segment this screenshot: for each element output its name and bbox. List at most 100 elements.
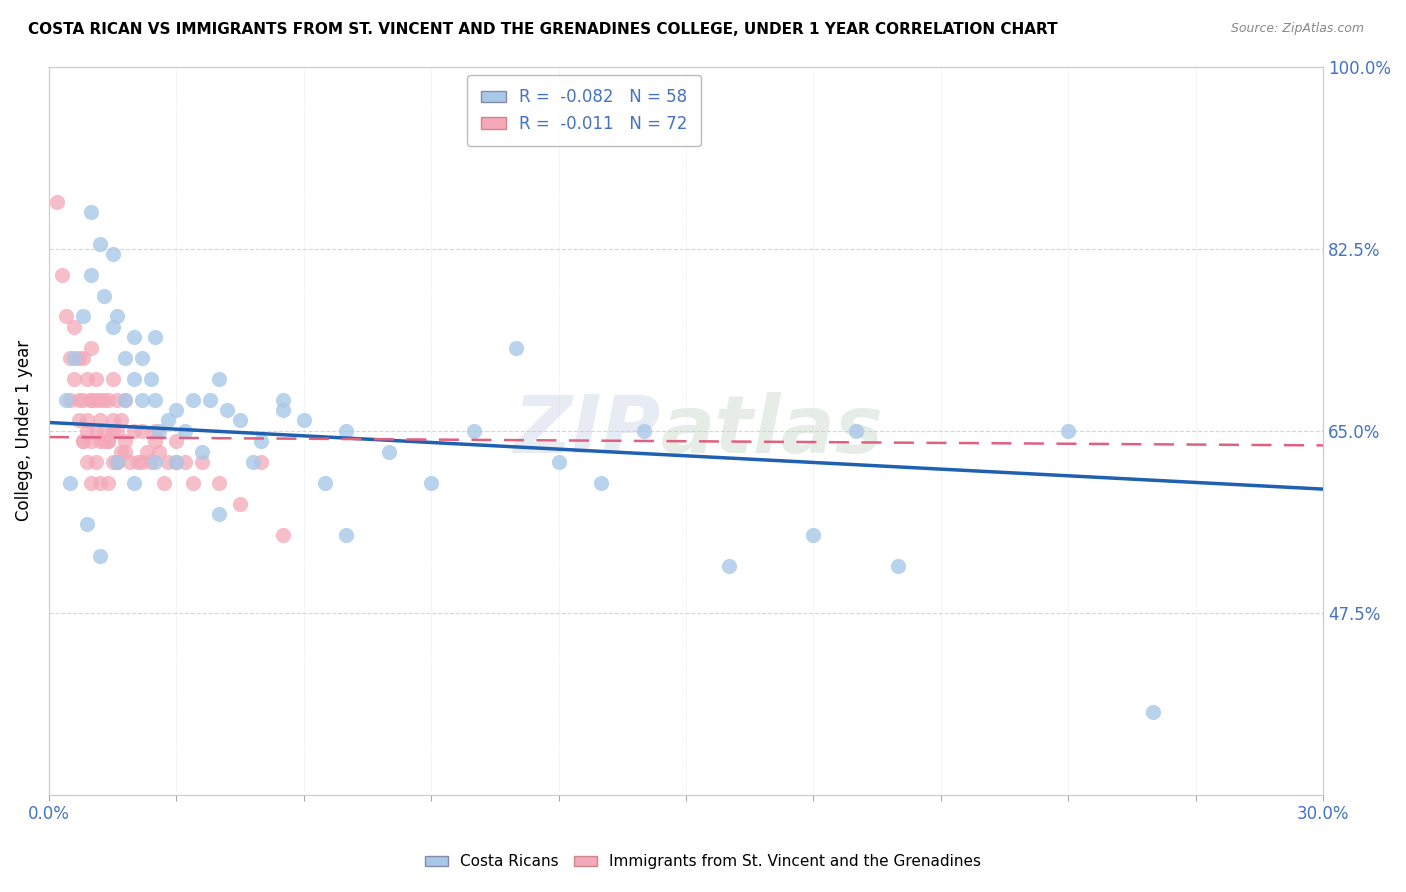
Point	[84, 372, 107, 386]
Point	[101, 455, 124, 469]
Point	[208, 475, 231, 490]
Point	[114, 392, 136, 407]
Point	[55, 392, 77, 407]
Point	[89, 236, 111, 251]
Point	[101, 372, 124, 386]
Point	[89, 434, 111, 449]
Legend: R =  -0.082   N = 58, R =  -0.011   N = 72: R = -0.082 N = 58, R = -0.011 N = 72	[467, 75, 700, 146]
Legend: Costa Ricans, Immigrants from St. Vincent and the Grenadines: Costa Ricans, Immigrants from St. Vincen…	[419, 848, 987, 875]
Point	[101, 413, 124, 427]
Point	[97, 392, 120, 407]
Point	[114, 444, 136, 458]
Point	[845, 424, 868, 438]
Point	[80, 392, 103, 407]
Point	[122, 372, 145, 386]
Point	[887, 559, 910, 574]
Point	[127, 455, 149, 469]
Point	[93, 288, 115, 302]
Point	[131, 424, 153, 438]
Point	[633, 424, 655, 438]
Point	[156, 413, 179, 427]
Point	[271, 528, 294, 542]
Point	[59, 392, 82, 407]
Point	[135, 444, 157, 458]
Point	[292, 413, 315, 427]
Point	[101, 247, 124, 261]
Point	[59, 475, 82, 490]
Point	[148, 424, 170, 438]
Point	[46, 194, 69, 209]
Point	[72, 434, 94, 449]
Point	[114, 351, 136, 365]
Point	[105, 455, 128, 469]
Text: atlas: atlas	[661, 392, 883, 470]
Point	[89, 413, 111, 427]
Point	[165, 434, 187, 449]
Point	[72, 351, 94, 365]
Point	[250, 455, 273, 469]
Point	[143, 434, 166, 449]
Point	[131, 455, 153, 469]
Point	[110, 413, 132, 427]
Point	[67, 351, 90, 365]
Point	[80, 268, 103, 282]
Point	[143, 392, 166, 407]
Point	[80, 475, 103, 490]
Point	[101, 319, 124, 334]
Point	[84, 455, 107, 469]
Point	[76, 455, 98, 469]
Point	[173, 424, 195, 438]
Point	[76, 372, 98, 386]
Point	[80, 341, 103, 355]
Point	[250, 434, 273, 449]
Point	[335, 424, 357, 438]
Point	[72, 392, 94, 407]
Point	[200, 392, 222, 407]
Point	[271, 403, 294, 417]
Text: ZIP: ZIP	[513, 392, 661, 470]
Point	[80, 205, 103, 219]
Point	[51, 268, 73, 282]
Point	[110, 444, 132, 458]
Point	[101, 424, 124, 438]
Point	[80, 392, 103, 407]
Text: COSTA RICAN VS IMMIGRANTS FROM ST. VINCENT AND THE GRENADINES COLLEGE, UNDER 1 Y: COSTA RICAN VS IMMIGRANTS FROM ST. VINCE…	[28, 22, 1057, 37]
Point	[84, 424, 107, 438]
Point	[143, 455, 166, 469]
Point	[217, 403, 239, 417]
Point	[229, 497, 252, 511]
Point	[76, 517, 98, 532]
Point	[229, 413, 252, 427]
Point	[105, 455, 128, 469]
Point	[271, 392, 294, 407]
Point	[76, 424, 98, 438]
Point	[93, 392, 115, 407]
Point	[165, 455, 187, 469]
Point	[463, 424, 485, 438]
Point	[80, 434, 103, 449]
Point	[89, 549, 111, 563]
Point	[89, 475, 111, 490]
Point	[105, 392, 128, 407]
Point	[59, 351, 82, 365]
Point	[1142, 705, 1164, 719]
Point	[165, 403, 187, 417]
Point	[208, 372, 231, 386]
Point	[547, 455, 569, 469]
Point	[89, 392, 111, 407]
Point	[139, 372, 162, 386]
Point	[63, 319, 86, 334]
Point	[420, 475, 443, 490]
Text: Source: ZipAtlas.com: Source: ZipAtlas.com	[1230, 22, 1364, 36]
Point	[183, 475, 205, 490]
Point	[191, 444, 214, 458]
Point	[183, 392, 205, 407]
Point	[72, 310, 94, 324]
Point	[97, 434, 120, 449]
Point	[72, 434, 94, 449]
Point	[122, 424, 145, 438]
Point	[76, 413, 98, 427]
Point	[114, 434, 136, 449]
Point	[105, 310, 128, 324]
Point	[131, 351, 153, 365]
